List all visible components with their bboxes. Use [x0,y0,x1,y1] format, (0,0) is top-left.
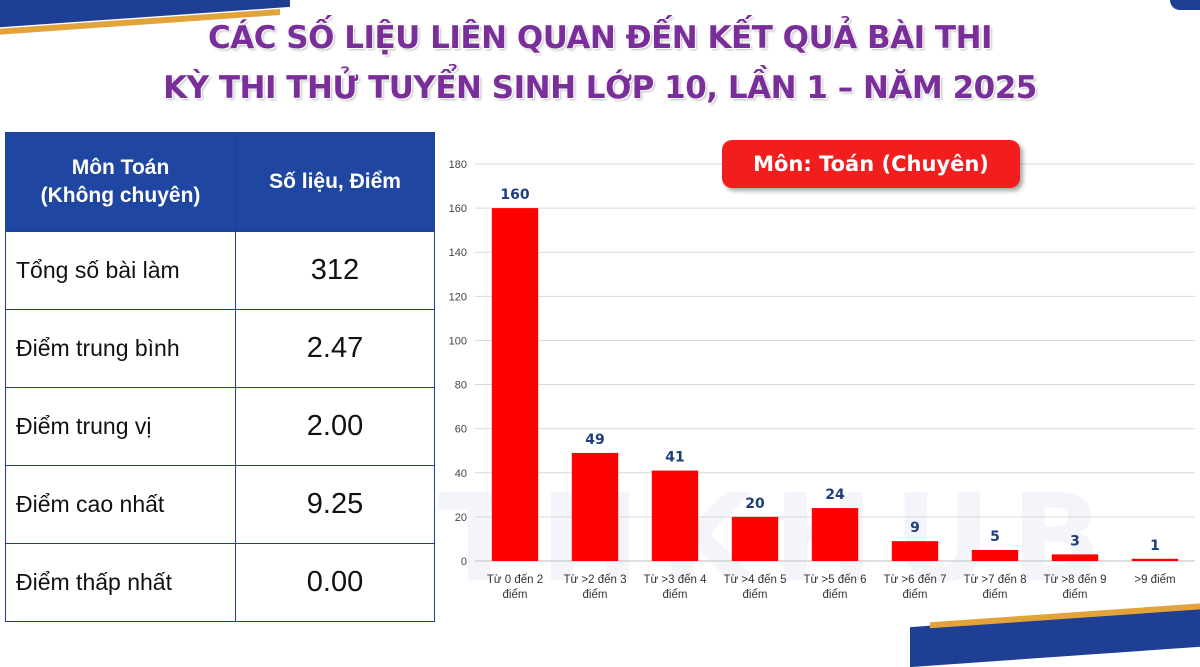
header-values: Số liệu, Điểm [235,132,435,232]
data-label: 160 [500,187,529,203]
header-subject: Môn Toán (Không chuyên) [5,132,236,232]
y-tick-label: 20 [455,512,467,524]
data-label: 9 [910,520,920,536]
bar [971,549,1019,561]
data-label: 20 [745,496,765,512]
stats-table: Môn Toán (Không chuyên) Số liệu, Điểm Tổ… [5,132,435,622]
x-axis: Từ 0 đến 2 điểm Từ >2 đến 3 điểm Từ >3 đến 4… [487,574,1176,601]
row-label: Điểm trung bình [5,309,236,388]
x-tick-label: Từ >7 đến 8 [963,574,1026,586]
data-label: 49 [585,432,604,448]
bar [571,452,619,561]
data-label: 41 [665,450,684,466]
x-tick-label: Từ >3 đến 4 [643,574,707,586]
y-tick-label: 120 [449,291,467,303]
row-value: 9.25 [235,465,435,544]
table-row: Tổng số bài làm 312 [5,231,435,310]
y-tick-label: 40 [455,468,467,480]
x-tick-label: điểm [983,589,1008,601]
y-tick-label: 160 [449,203,467,215]
data-label: 5 [990,529,1000,545]
data-label: 24 [825,487,845,503]
x-tick-label: điểm [1063,589,1088,601]
y-tick-label: 180 [449,159,467,171]
chart-title-badge: Môn: Toán (Chuyên) [722,140,1020,188]
bar [811,508,859,561]
x-tick-label: Từ >2 đến 3 [563,574,626,586]
y-tick-label: 0 [461,556,467,568]
x-tick-label: điểm [583,589,608,601]
bar [731,516,779,561]
bar [491,208,539,561]
row-label: Điểm thấp nhất [5,543,236,622]
y-tick-label: 100 [449,335,467,347]
row-value: 312 [235,231,435,310]
stats-table-header: Môn Toán (Không chuyên) Số liệu, Điểm [5,132,435,232]
x-tick-label: Từ >8 đến 9 [1043,574,1106,586]
bars [491,208,1179,561]
x-tick-label: điểm [663,589,688,601]
y-tick-label: 60 [455,424,467,436]
row-value: 0.00 [235,543,435,622]
x-tick-label: Từ 0 đến 2 [487,574,543,586]
x-tick-label: Từ >4 đến 5 [723,574,786,586]
row-label: Điểm cao nhất [5,465,236,544]
data-label: 3 [1070,533,1080,549]
x-tick-label: điểm [503,589,528,601]
header-subject-line-1: Môn Toán [71,156,170,179]
decor-band-top-right [1170,0,1200,10]
page-title-line-2: KỲ THI THỬ TUYỂN SINH LỚP 10, LẦN 1 – NĂ… [163,70,1037,106]
row-label: Điểm trung vị [5,387,236,466]
x-tick-label: Từ >5 đến 6 [803,574,866,586]
x-tick-label: Từ >6 đến 7 [883,574,946,586]
y-tick-label: 80 [455,380,467,392]
x-tick-label: điểm [903,589,928,601]
data-label: 1 [1150,538,1160,554]
page-title-line-1: CÁC SỐ LIỆU LIÊN QUAN ĐẾN KẾT QUẢ BÀI TH… [207,20,993,56]
bar [1051,554,1099,561]
table-row: Điểm trung bình 2.47 [5,309,435,388]
row-value: 2.00 [235,387,435,466]
y-tick-label: 140 [449,247,467,259]
header-subject-line-2: (Không chuyên) [40,184,201,207]
bar [1131,558,1179,561]
x-tick-label: >9 điểm [1134,574,1175,586]
table-row: Điểm thấp nhất 0.00 [5,543,435,622]
data-labels: 160 49 41 20 24 9 5 3 1 [500,187,1159,554]
row-label: Tổng số bài làm [5,231,236,310]
x-tick-label: điểm [743,589,768,601]
table-row: Điểm trung vị 2.00 [5,387,435,466]
x-tick-label: điểm [823,589,848,601]
bar [651,470,699,561]
bar [891,541,939,561]
table-row: Điểm cao nhất 9.25 [5,465,435,544]
row-value: 2.47 [235,309,435,388]
